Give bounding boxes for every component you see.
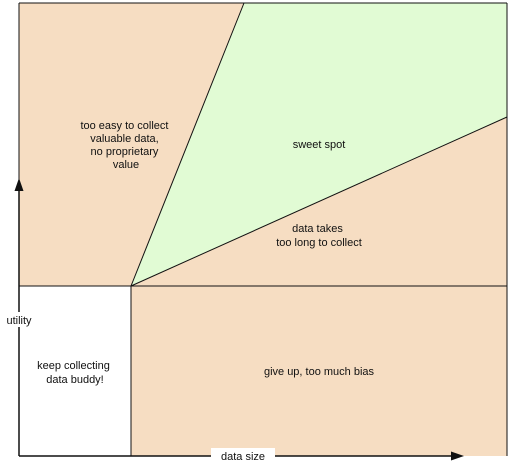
region-keep-collecting xyxy=(19,286,131,456)
label-data-takes-too-long: data takes too long to collect xyxy=(276,223,362,249)
region-give-up-too-much-bias xyxy=(131,286,507,456)
x-axis-label: data size xyxy=(221,451,265,463)
x-axis-arrowhead-icon xyxy=(451,451,464,461)
shallow-diagonal-divider xyxy=(130,116,508,287)
y-axis-label-background xyxy=(1,312,37,327)
steep-diagonal-divider xyxy=(130,2,245,287)
y-axis-label: utility xyxy=(6,315,32,327)
x-axis-label-background xyxy=(211,448,275,464)
region-sweet-spot xyxy=(131,3,507,286)
y-axis-arrowhead-icon xyxy=(14,178,24,191)
label-sweet-spot: sweet spot xyxy=(293,139,346,151)
label-give-up-too-much-bias: give up, too much bias xyxy=(264,366,375,378)
label-keep-collecting: keep collecting data buddy! xyxy=(37,360,113,386)
label-too-easy-to-collect: too easy to collect valuable data, no pr… xyxy=(80,120,171,171)
region-too-easy-to-collect xyxy=(19,3,244,286)
